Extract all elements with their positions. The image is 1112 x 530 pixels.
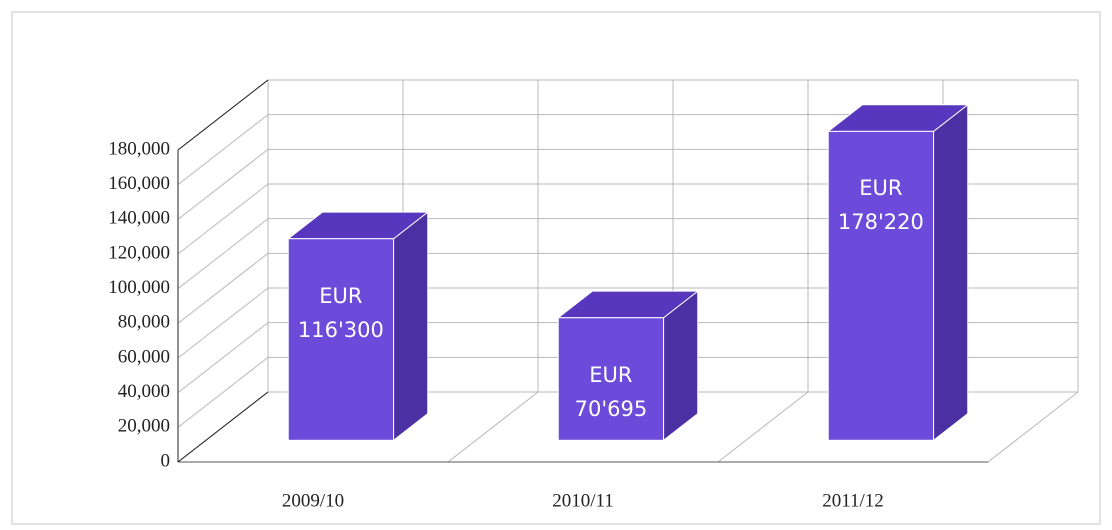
y-tick-label: 100,000 bbox=[108, 277, 170, 298]
x-tick-label: 2009/10 bbox=[282, 490, 344, 511]
side-grid-line bbox=[177, 356, 269, 428]
y-tick-label: 60,000 bbox=[118, 346, 170, 367]
bar bbox=[287, 238, 395, 441]
side-grid-line bbox=[177, 252, 269, 324]
side-top bbox=[177, 79, 269, 151]
y-tick-label: 140,000 bbox=[108, 208, 170, 229]
bar bbox=[827, 130, 935, 441]
side-grid-line bbox=[177, 148, 269, 220]
y-tick-label: 160,000 bbox=[108, 173, 170, 194]
value-label: EUR 116'300 bbox=[297, 283, 384, 342]
y-tick-label: 20,000 bbox=[118, 416, 170, 437]
y-tick-label: 40,000 bbox=[118, 381, 170, 402]
y-tick-label: 180,000 bbox=[108, 138, 170, 159]
x-tick-label: 2011/12 bbox=[822, 490, 884, 511]
side-grid-line bbox=[177, 183, 269, 255]
side-grid-line bbox=[177, 322, 269, 394]
x-tick-label: 2010/11 bbox=[552, 490, 614, 511]
chart-frame bbox=[11, 11, 1101, 525]
y-tick-label: 80,000 bbox=[118, 312, 170, 333]
side-grid-line bbox=[177, 114, 269, 186]
side-bottom bbox=[177, 391, 269, 463]
bar-side bbox=[933, 103, 969, 442]
bar bbox=[557, 317, 665, 441]
side-grid-line bbox=[177, 218, 269, 290]
floor-line bbox=[717, 391, 809, 463]
value-label: EUR 178'220 bbox=[837, 176, 924, 235]
side-grid-line bbox=[177, 287, 269, 359]
value-label: EUR 70'695 bbox=[574, 362, 648, 421]
bar-side bbox=[393, 211, 429, 442]
floor-line bbox=[447, 391, 539, 463]
y-tick-label: 0 bbox=[161, 450, 171, 471]
floor-line bbox=[987, 391, 1079, 463]
y-tick-label: 120,000 bbox=[108, 242, 170, 263]
